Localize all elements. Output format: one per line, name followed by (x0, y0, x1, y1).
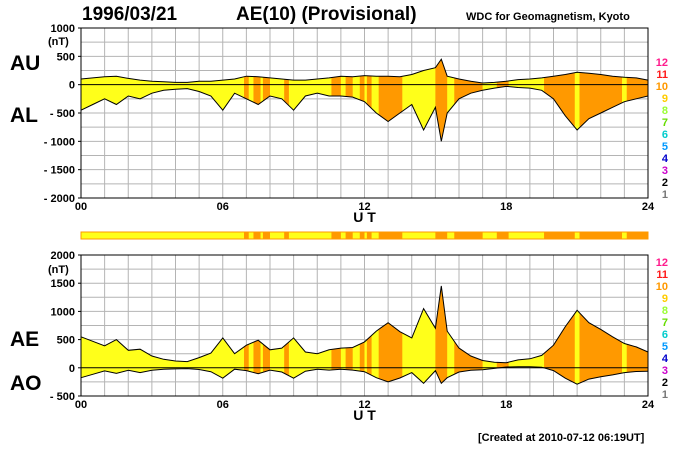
bottom-level-label: 5 (662, 341, 668, 353)
bottom-xtick-label: 12 (358, 399, 370, 411)
bottom-level-label: 4 (662, 353, 669, 365)
activity-bar-segment (244, 232, 249, 239)
activity-bar-segment (579, 232, 623, 239)
bottom-level-label: 6 (662, 329, 668, 341)
bottom-level-label: 9 (662, 293, 668, 305)
bottom-level-label: 12 (656, 257, 668, 269)
top-xtick-label: 06 (217, 201, 229, 213)
bottom-ytick-label: 2000 (51, 250, 75, 262)
top-ytick-label: - 1500 (44, 165, 75, 177)
top-series-au (80, 58, 649, 84)
bottom-xtick-label: 24 (642, 399, 655, 411)
top-ytick-label: - 2000 (44, 193, 75, 205)
bottom-ytick-label: 1000 (51, 306, 75, 318)
bottom-level-label: 11 (656, 269, 668, 281)
top-level-label: 2 (662, 177, 668, 189)
top-level-label: 3 (662, 165, 668, 177)
activity-bar-segment (496, 232, 509, 239)
bottom-xaxis-label: U T (353, 407, 376, 423)
top-activity-band (366, 59, 372, 142)
top-ytick-label: 1000 (51, 23, 75, 35)
top-level-label: 12 (656, 57, 668, 69)
top-level-label: 7 (662, 117, 668, 129)
top-level-label: 4 (662, 153, 669, 165)
bottom-level-label: 8 (662, 305, 668, 317)
top-ytick-label: 0 (69, 80, 75, 92)
top-level-label: 1 (662, 189, 668, 201)
top-level-label: 6 (662, 129, 668, 141)
top-level-label: 9 (662, 93, 668, 105)
bottom-ytick-label: 0 (69, 363, 75, 375)
label-ao: AO (10, 372, 42, 395)
activity-bar-segment (345, 232, 353, 239)
activity-bar-segment (366, 232, 372, 239)
bottom-xtick-label: 18 (500, 399, 512, 411)
activity-bar-segment (378, 232, 403, 239)
top-xtick-label: 18 (500, 201, 512, 213)
organization-label: WDC for Geomagnetism, Kyoto (466, 11, 630, 23)
top-activity-band (435, 59, 448, 142)
top-series-al (80, 85, 649, 142)
bottom-plot-frame (80, 254, 649, 397)
top-panel (78, 27, 649, 199)
top-xtick-label: 12 (358, 201, 370, 213)
top-level-label: 10 (656, 81, 668, 93)
top-xtick-label: 00 (75, 201, 87, 213)
activity-bar-segment (454, 232, 483, 239)
bottom-panel (78, 254, 649, 397)
bottom-level-label: 7 (662, 317, 668, 329)
bottom-level-label: 2 (662, 377, 668, 389)
top-level-label: 5 (662, 141, 668, 153)
activity-bar-segment (253, 232, 261, 239)
top-xtick-label: 24 (642, 201, 655, 213)
bottom-ytick-label: 1500 (51, 278, 75, 290)
bottom-xtick-label: 00 (75, 399, 87, 411)
activity-bar-segment (359, 232, 365, 239)
top-ytick-label: - 500 (50, 108, 75, 120)
bottom-xtick-label: 06 (217, 399, 229, 411)
label-ae: AE (10, 328, 40, 351)
activity-bar-segment (544, 232, 575, 239)
activity-bar-segment (331, 232, 341, 239)
activity-bar-segment (284, 232, 289, 239)
label-al: AL (10, 104, 38, 127)
bottom-ytick-label: 500 (57, 335, 75, 347)
top-level-label: 11 (656, 69, 668, 81)
created-timestamp: [Created at 2010-07-12 06:19UT] (478, 432, 645, 444)
bottom-level-label: 3 (662, 365, 668, 377)
bottom-area-fill (81, 286, 648, 385)
top-ytick-label: - 1000 (44, 136, 75, 148)
top-activity-band (378, 59, 403, 142)
chart-date: 1996/03/21 (82, 4, 178, 25)
bottom-series-ae (80, 285, 649, 364)
activity-bar-segment (435, 232, 448, 239)
chart-title: AE(10) (Provisional) (236, 4, 417, 25)
bottom-unit-label: (nT) (48, 264, 69, 276)
label-au: AU (10, 52, 41, 75)
bottom-level-label: 10 (656, 281, 668, 293)
bottom-activity-band (435, 286, 448, 385)
activity-bar-segment (262, 232, 270, 239)
top-level-label: 8 (662, 105, 668, 117)
bottom-series-ao (80, 366, 649, 385)
bottom-level-label: 1 (662, 389, 668, 401)
top-xaxis-label: U T (353, 209, 376, 225)
top-ytick-label: 500 (57, 51, 75, 63)
top-activity-band (253, 59, 261, 142)
top-activity-band (284, 59, 289, 142)
top-unit-label: (nT) (48, 36, 69, 48)
activity-bar-segment (626, 232, 648, 239)
bottom-ytick-label: - 500 (50, 391, 75, 403)
